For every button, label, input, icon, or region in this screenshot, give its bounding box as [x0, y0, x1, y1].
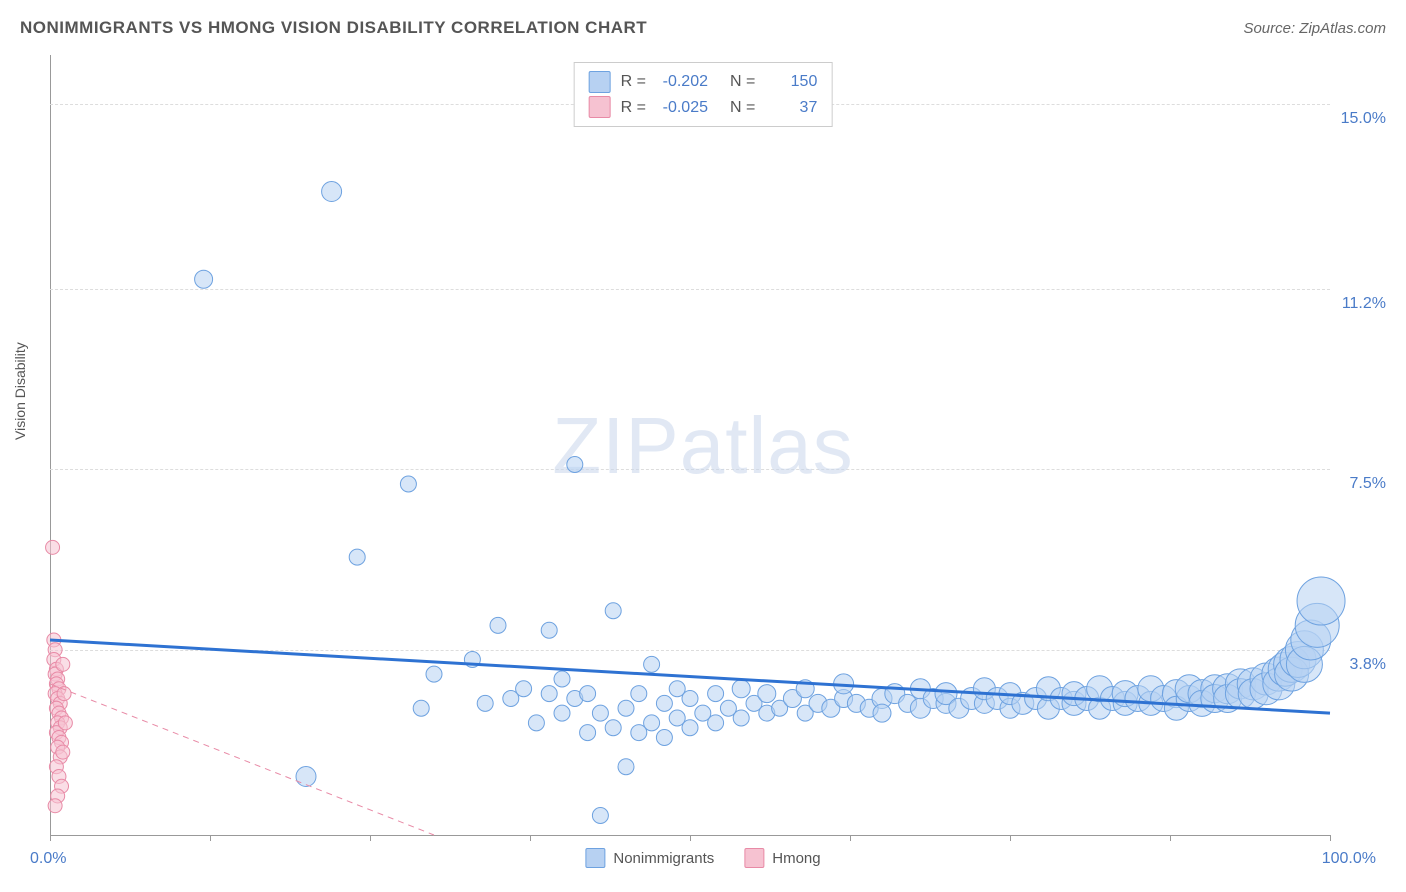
- r-label-b: R =: [621, 95, 646, 121]
- data-point: [732, 680, 750, 698]
- x-tick: [530, 835, 531, 841]
- data-point: [554, 705, 570, 721]
- scatter-plot: [50, 55, 1330, 835]
- data-point: [733, 710, 749, 726]
- data-point: [567, 457, 583, 473]
- data-point: [580, 725, 596, 741]
- x-tick: [850, 835, 851, 841]
- data-point: [605, 720, 621, 736]
- data-point: [48, 799, 62, 813]
- x-tick: [690, 835, 691, 841]
- legend-label-a: Nonimmigrants: [613, 850, 714, 867]
- x-tick: [1010, 835, 1011, 841]
- data-point: [516, 681, 532, 697]
- data-point: [644, 715, 660, 731]
- data-point: [631, 686, 647, 702]
- data-point: [618, 759, 634, 775]
- r-value-a: -0.202: [656, 69, 708, 95]
- n-label-a: N =: [730, 69, 755, 95]
- stats-legend: R = -0.202 N = 150 R = -0.025 N = 37: [574, 62, 833, 127]
- x-tick: [50, 835, 51, 841]
- n-label-b: N =: [730, 95, 755, 121]
- r-value-b: -0.025: [656, 95, 708, 121]
- x-max-label: 100.0%: [1322, 850, 1376, 868]
- y-tick-label: 15.0%: [1341, 110, 1386, 128]
- data-point: [528, 715, 544, 731]
- x-tick: [1330, 835, 1331, 841]
- data-point: [708, 715, 724, 731]
- x-min-label: 0.0%: [30, 850, 66, 868]
- x-tick: [210, 835, 211, 841]
- data-point: [296, 767, 316, 787]
- data-point: [477, 695, 493, 711]
- data-point: [57, 687, 71, 701]
- data-point: [56, 657, 70, 671]
- chart-title: NONIMMIGRANTS VS HMONG VISION DISABILITY…: [20, 18, 647, 38]
- data-point: [349, 549, 365, 565]
- data-point: [605, 603, 621, 619]
- x-tick: [1170, 835, 1171, 841]
- data-point: [426, 666, 442, 682]
- stats-swatch-b: [589, 96, 611, 118]
- data-point: [644, 656, 660, 672]
- legend-label-b: Hmong: [772, 850, 820, 867]
- data-point: [758, 685, 776, 703]
- data-point: [541, 622, 557, 638]
- data-point: [873, 704, 891, 722]
- y-tick-label: 3.8%: [1350, 656, 1386, 674]
- data-point: [322, 182, 342, 202]
- data-point: [400, 476, 416, 492]
- y-tick-label: 11.2%: [1342, 295, 1386, 313]
- data-point: [682, 691, 698, 707]
- data-point: [618, 700, 634, 716]
- stats-row-a: R = -0.202 N = 150: [589, 69, 818, 95]
- data-point: [592, 705, 608, 721]
- data-point: [195, 270, 213, 288]
- data-point: [656, 730, 672, 746]
- y-tick-label: 7.5%: [1350, 475, 1386, 493]
- data-point: [413, 700, 429, 716]
- legend-swatch-a: [585, 848, 605, 868]
- data-point: [656, 695, 672, 711]
- data-point: [1297, 577, 1345, 625]
- x-tick: [370, 835, 371, 841]
- data-point: [708, 686, 724, 702]
- data-point: [46, 540, 60, 554]
- trend-line-b: [50, 684, 434, 835]
- data-point: [56, 745, 70, 759]
- data-point: [592, 808, 608, 824]
- data-point: [541, 686, 557, 702]
- legend-swatch-b: [744, 848, 764, 868]
- data-point: [554, 671, 570, 687]
- data-point: [58, 716, 72, 730]
- legend-item-a: Nonimmigrants: [585, 848, 714, 868]
- source-attribution: Source: ZipAtlas.com: [1243, 20, 1386, 37]
- stats-swatch-a: [589, 71, 611, 93]
- n-value-b: 37: [765, 95, 817, 121]
- series-legend: Nonimmigrants Hmong: [585, 848, 820, 868]
- stats-row-b: R = -0.025 N = 37: [589, 95, 818, 121]
- r-label-a: R =: [621, 69, 646, 95]
- n-value-a: 150: [765, 69, 817, 95]
- legend-item-b: Hmong: [744, 848, 820, 868]
- data-point: [580, 686, 596, 702]
- y-axis-label: Vision Disability: [12, 342, 28, 440]
- data-point: [682, 720, 698, 736]
- data-point: [490, 617, 506, 633]
